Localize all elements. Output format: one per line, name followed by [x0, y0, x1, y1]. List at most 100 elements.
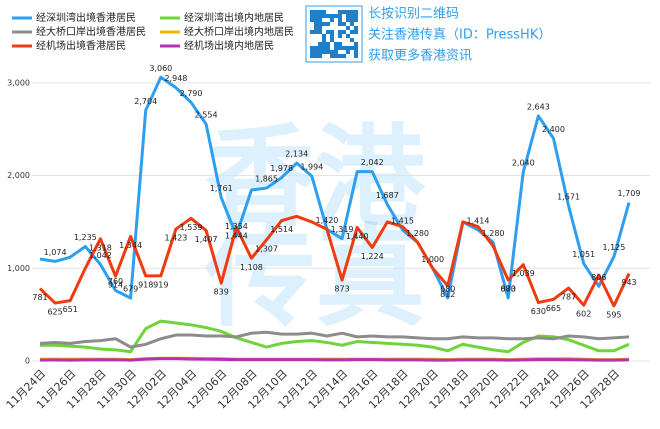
data-label: 665: [546, 304, 561, 313]
data-label: 1,687: [376, 191, 399, 200]
data-label: 1,709: [618, 189, 641, 198]
qr-cell: [346, 14, 350, 18]
qr-cell: [322, 14, 326, 18]
qr-cell: [330, 18, 334, 22]
qr-cell: [346, 10, 350, 14]
qr-cell: [346, 18, 350, 22]
y-tick-label: 0: [25, 357, 30, 366]
qr-cell: [354, 18, 358, 22]
series-line: [39, 357, 630, 362]
legend-label: 经机场出境香港居民: [36, 39, 126, 52]
data-label: 595: [606, 310, 621, 319]
qr-cell: [314, 30, 318, 34]
data-label: 1,761: [210, 184, 233, 193]
qr-cell: [314, 54, 318, 58]
data-label: 1,318: [89, 243, 112, 252]
data-label: 873: [501, 285, 516, 294]
qr-cell: [338, 46, 342, 50]
y-tick-label: 1,000: [7, 264, 30, 273]
qr-cell: [322, 38, 326, 42]
qr-cell: [322, 46, 326, 50]
qr-cell: [338, 18, 342, 22]
qr-cell: [334, 42, 338, 46]
qr-cell: [310, 46, 314, 50]
data-label: 839: [214, 288, 229, 297]
qr-cell: [338, 30, 342, 34]
data-label: 943: [621, 278, 636, 287]
qr-cell: [334, 46, 338, 50]
qr-cell: [338, 14, 342, 18]
qr-cell: [354, 50, 358, 54]
qr-cell: [318, 26, 322, 30]
qr-cell: [354, 10, 358, 14]
legend-label: 经机场出境内地居民: [184, 39, 274, 52]
data-label: 873: [334, 285, 349, 294]
data-label: 679: [123, 285, 138, 294]
data-label: 630: [531, 307, 546, 316]
data-label: 680: [501, 284, 516, 293]
data-label: 781: [32, 293, 47, 302]
data-label: 1,344: [119, 241, 142, 250]
data-label: 680: [440, 284, 455, 293]
promo-text: 长按识别二维码: [368, 7, 459, 22]
qr-cell: [342, 22, 346, 26]
qr-cell: [322, 34, 326, 38]
qr-cell: [354, 14, 358, 18]
qr-cell: [318, 22, 322, 26]
qr-cell: [314, 50, 318, 54]
data-label: 1,235: [74, 233, 97, 242]
qr-cell: [346, 50, 350, 54]
data-label: 1,354: [225, 222, 248, 231]
data-label: 787: [561, 293, 576, 302]
qr-cell: [310, 54, 314, 58]
qr-code: [305, 5, 363, 63]
qr-cell: [314, 18, 318, 22]
data-label: 1,423: [164, 234, 187, 243]
data-label: 651: [63, 305, 78, 314]
qr-cell: [330, 54, 334, 58]
data-label: 806: [591, 273, 606, 282]
qr-cell: [326, 42, 330, 46]
data-label: 2,042: [361, 158, 384, 167]
qr-cell: [330, 34, 334, 38]
qr-cell: [318, 10, 322, 14]
qr-cell: [318, 18, 322, 22]
qr-cell: [330, 30, 334, 34]
qr-cell: [326, 46, 330, 50]
data-label: 1,108: [240, 263, 263, 272]
qr-cell: [330, 14, 334, 18]
qr-cell: [338, 22, 342, 26]
data-label: 2,948: [164, 74, 187, 83]
data-label: 1,420: [315, 216, 338, 225]
data-label: 602: [576, 310, 591, 319]
qr-cell: [322, 50, 326, 54]
qr-cell: [322, 22, 326, 26]
qr-cell: [310, 10, 314, 14]
qr-cell: [346, 34, 350, 38]
qr-cell: [338, 54, 342, 58]
data-label: 3,060: [149, 64, 172, 73]
qr-cell: [330, 50, 334, 54]
qr-cell: [330, 38, 334, 42]
qr-cell: [354, 42, 358, 46]
qr-cell: [354, 46, 358, 50]
qr-cell: [338, 42, 342, 46]
qr-cell: [326, 22, 330, 26]
data-label: 2,704: [134, 97, 157, 106]
qr-cell: [342, 10, 346, 14]
data-label: 1,224: [361, 252, 384, 261]
promo-text: 获取更多香港资讯: [368, 48, 472, 64]
qr-cell: [322, 10, 326, 14]
qr-cell: [326, 30, 330, 34]
qr-cell: [318, 50, 322, 54]
qr-cell: [350, 38, 354, 42]
qr-cell: [318, 54, 322, 58]
qr-cell: [354, 54, 358, 58]
qr-cell: [338, 34, 342, 38]
data-label: 2,134: [285, 150, 308, 159]
y-tick-label: 2,000: [7, 171, 30, 180]
data-label: 919: [153, 280, 168, 289]
data-label: 1,414: [467, 216, 490, 225]
qr-cell: [314, 46, 318, 50]
data-label: 2,790: [180, 89, 203, 98]
